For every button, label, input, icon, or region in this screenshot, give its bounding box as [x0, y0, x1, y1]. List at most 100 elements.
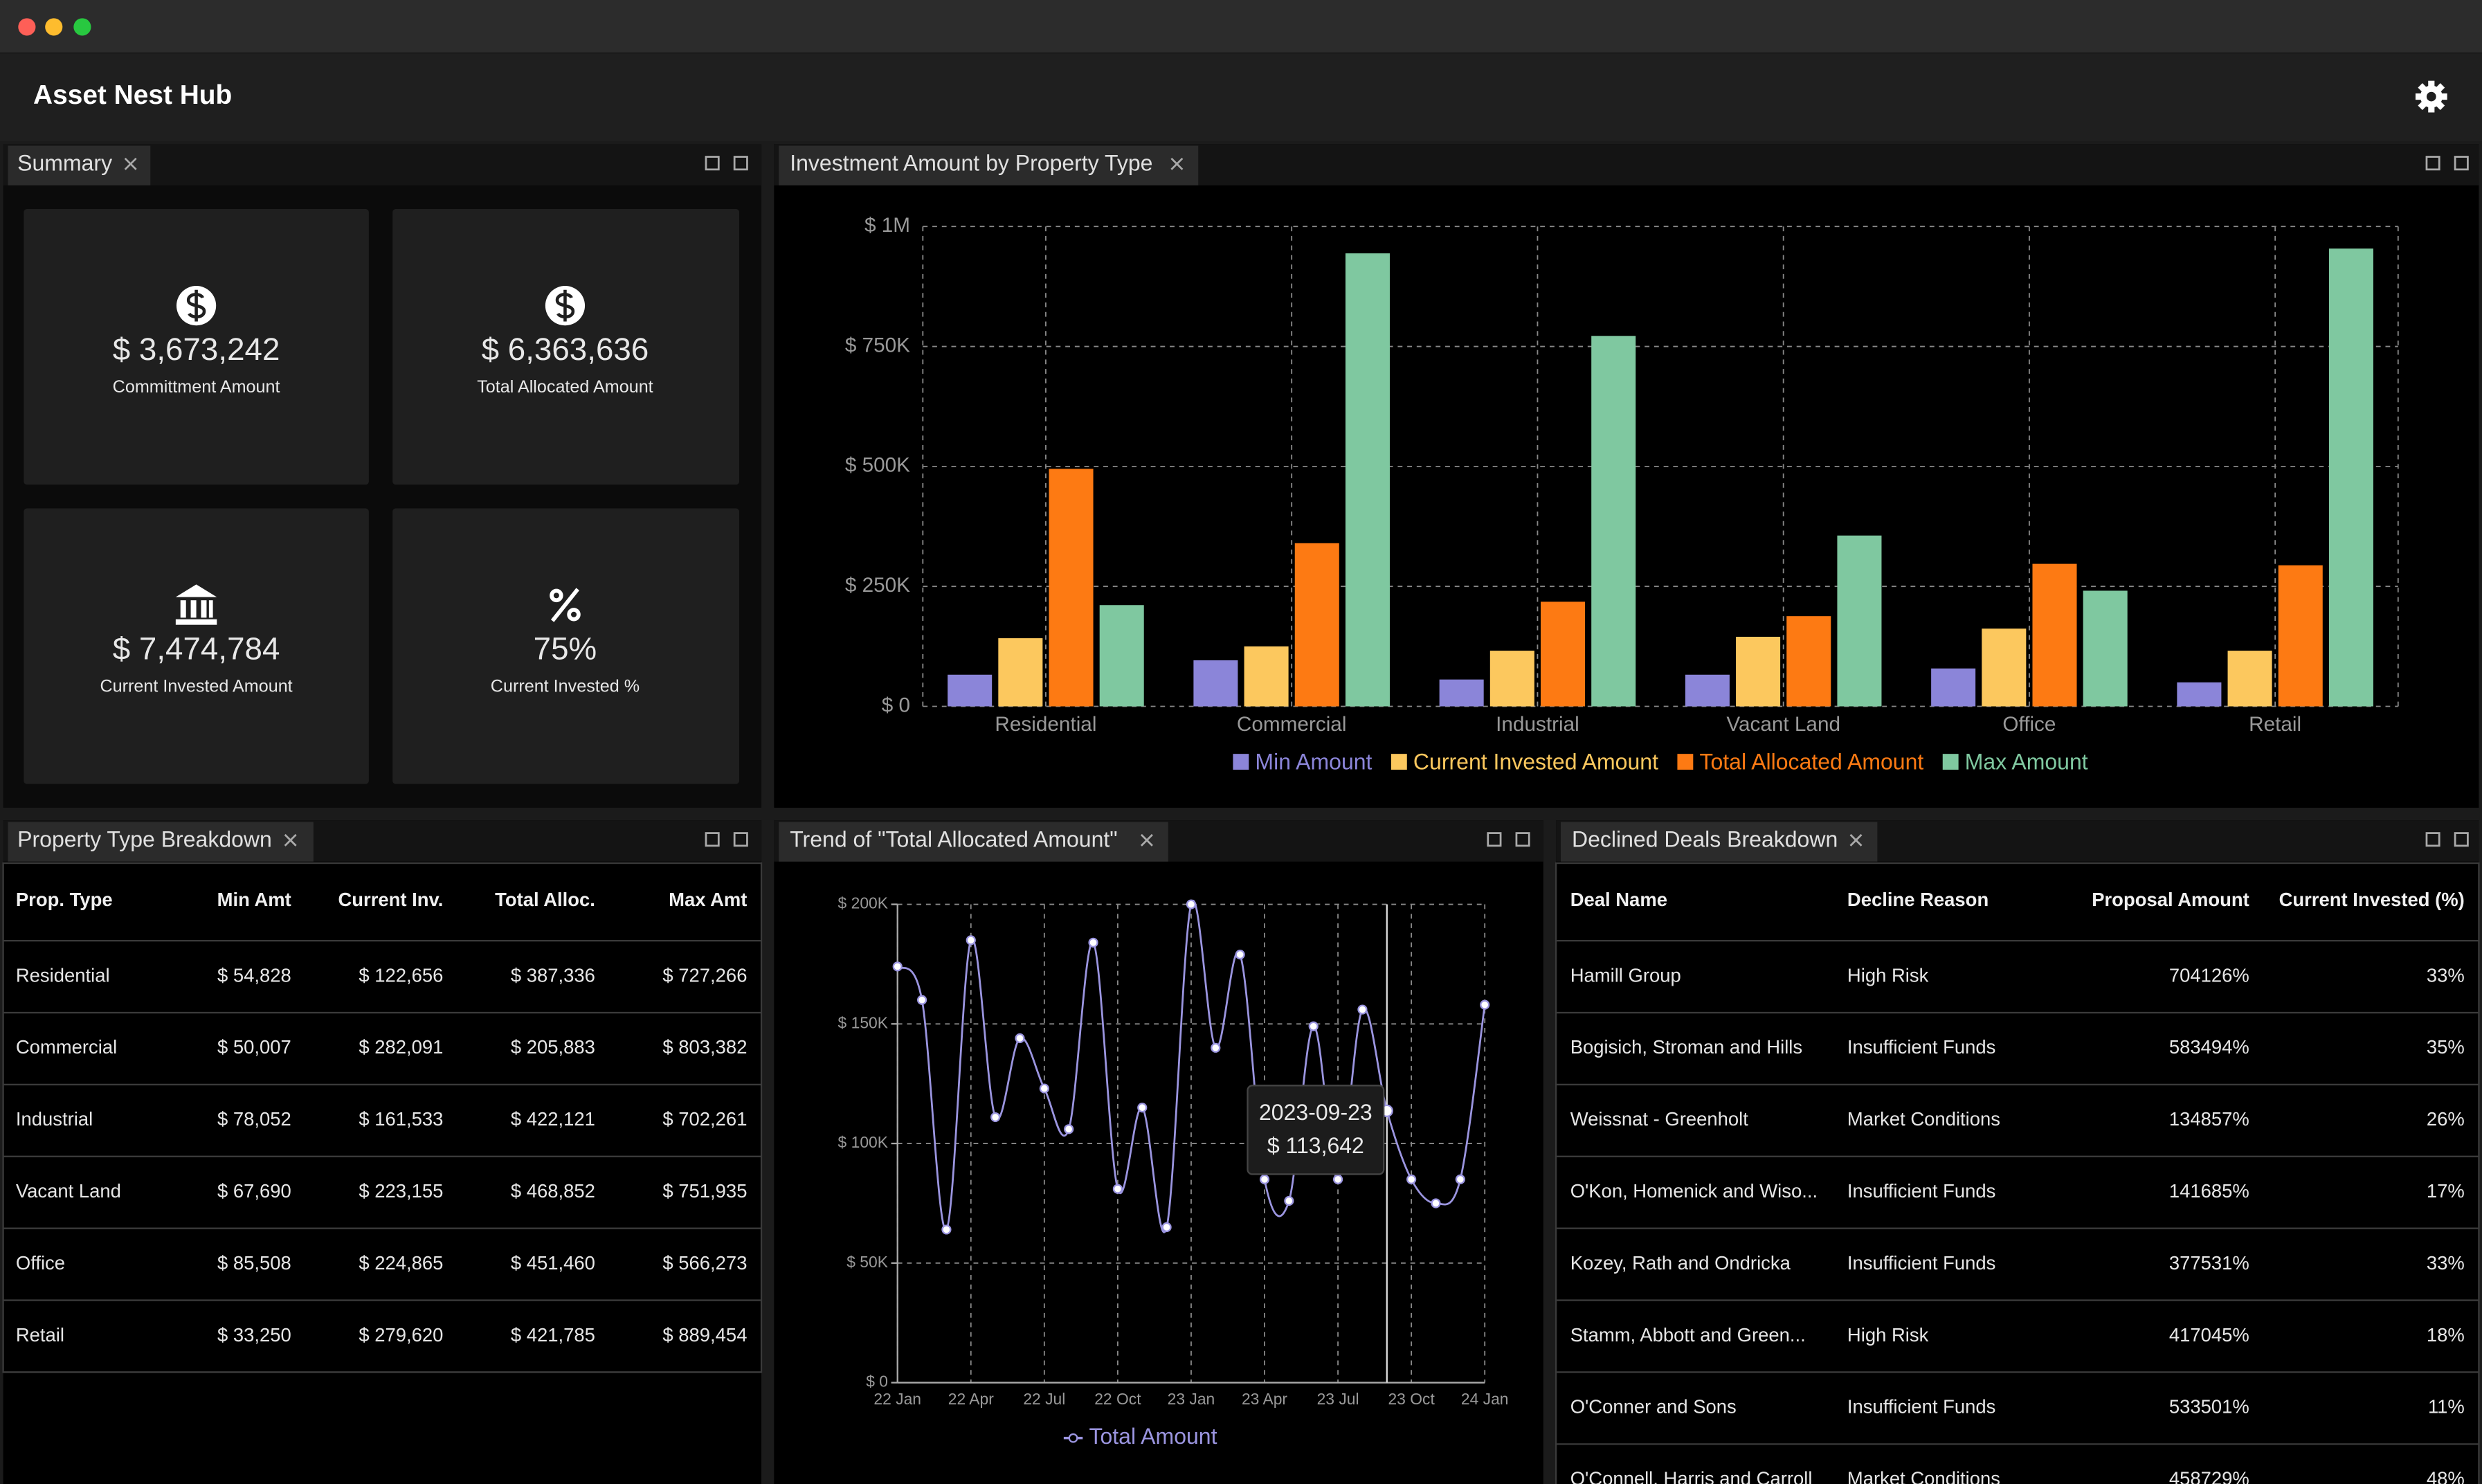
table-cell: 18% — [2427, 1324, 2465, 1346]
column-header: Max Amt — [669, 889, 747, 910]
data-point — [1015, 1033, 1025, 1044]
title-bar — [0, 0, 2482, 53]
table-cell: Market Conditions — [1847, 1108, 2000, 1130]
data-point — [966, 935, 976, 945]
table-cell: $ 451,460 — [511, 1252, 595, 1274]
summary-card — [392, 209, 740, 485]
property-panel — [3, 820, 762, 1484]
card-label: Committment Amount — [113, 377, 280, 397]
table-cell: $ 702,261 — [662, 1108, 747, 1130]
x-tick-label: 22 Oct — [1094, 1390, 1141, 1408]
minimize-dot[interactable] — [45, 18, 63, 36]
bar — [1439, 679, 1484, 707]
bar — [1591, 336, 1636, 707]
y-tick-label: $ 0 — [866, 1373, 888, 1391]
x-tick-label: 22 Apr — [948, 1390, 994, 1408]
dollar-icon — [176, 286, 217, 326]
table-cell: High Risk — [1847, 1324, 1929, 1346]
tooltip-date: 2023-09-23 — [1259, 1100, 1373, 1125]
column-header: Decline Reason — [1847, 889, 1989, 910]
table-cell: Vacant Land — [16, 1180, 121, 1202]
summary-card — [392, 508, 740, 784]
data-point — [1284, 1195, 1294, 1206]
column-header: Total Alloc. — [495, 889, 595, 910]
table-cell: $ 67,690 — [217, 1180, 291, 1202]
data-point — [1039, 1083, 1049, 1094]
table-cell: 35% — [2427, 1036, 2465, 1058]
table-cell: 458729% — [2169, 1468, 2249, 1484]
table-cell: $ 422,121 — [511, 1108, 595, 1130]
table-cell: $ 205,883 — [511, 1036, 595, 1058]
table-cell: $ 282,091 — [359, 1036, 443, 1058]
data-point — [1064, 1124, 1074, 1134]
table-frame — [2, 862, 763, 1373]
table-cell: Retail — [16, 1324, 64, 1346]
x-tick-label: 23 Oct — [1388, 1390, 1435, 1408]
y-tick-label: $ 750K — [845, 334, 910, 356]
summary-card — [24, 209, 369, 485]
x-tick-label: Office — [2002, 713, 2056, 736]
bar — [1982, 628, 2027, 707]
zoom-dot[interactable] — [73, 18, 91, 36]
table-cell: $ 54,828 — [217, 964, 291, 986]
table-cell: $ 803,382 — [662, 1036, 747, 1058]
bar — [1489, 651, 1534, 707]
column-header: Proposal Amount — [2092, 889, 2249, 910]
bar — [1049, 469, 1094, 707]
bar — [1294, 543, 1339, 707]
x-tick-label: Residential — [995, 713, 1096, 736]
card-label: Total Allocated Amount — [477, 377, 653, 397]
tab[interactable] — [8, 145, 151, 186]
table-cell: $ 421,785 — [511, 1324, 595, 1346]
tab-close-icons[interactable] — [124, 157, 1863, 847]
close-dot[interactable] — [18, 18, 36, 36]
table-cell: $ 223,155 — [359, 1180, 443, 1202]
panel-title: Declined Deals Breakdown — [1572, 826, 1838, 851]
bar — [1099, 605, 1144, 707]
table-frame — [1555, 862, 2480, 1484]
panel-title: Trend of "Total Allocated Amount" — [790, 826, 1117, 851]
table-cell: 33% — [2427, 1252, 2465, 1274]
table-cell: $ 727,266 — [662, 964, 747, 986]
legend-label: Total Amount — [1089, 1424, 1217, 1449]
card-label: Current Invested % — [491, 677, 640, 696]
y-tick-label: $ 50K — [846, 1253, 888, 1271]
tooltip-box — [1247, 1085, 1385, 1175]
tab[interactable] — [779, 145, 1199, 186]
data-point — [1259, 1174, 1270, 1184]
y-tick-label: $ 0 — [882, 694, 910, 716]
settings-icon[interactable] — [2415, 80, 2447, 113]
bar — [998, 638, 1043, 707]
card-value: $ 6,363,636 — [482, 332, 649, 367]
table-cell: $ 889,454 — [662, 1324, 747, 1346]
table-cell: $ 161,533 — [359, 1108, 443, 1130]
legend-label: Max Amount — [1965, 749, 2088, 774]
x-tick-label: 23 Jul — [1317, 1390, 1359, 1408]
bar — [1345, 253, 1390, 707]
table-cell: Commercial — [16, 1036, 117, 1058]
x-tick-label: 23 Jan — [1168, 1390, 1215, 1408]
data-point — [916, 995, 927, 1005]
summary-card — [24, 508, 369, 784]
legend-label: Min Amount — [1255, 749, 1372, 774]
table-cell: Insufficient Funds — [1847, 1252, 1995, 1274]
table-cell: 417045% — [2169, 1324, 2249, 1346]
legend-marker — [1068, 1433, 1078, 1443]
table-cell: 704126% — [2169, 964, 2249, 986]
panel-window-buttons[interactable] — [705, 156, 2469, 847]
tab[interactable] — [8, 822, 314, 862]
table-cell: 33% — [2427, 964, 2465, 986]
y-tick-label: $ 250K — [845, 574, 910, 597]
y-tick-label: $ 200K — [838, 894, 888, 912]
table-cell: $ 122,656 — [359, 964, 443, 986]
column-header: Min Amt — [217, 889, 291, 910]
tab[interactable] — [779, 822, 1168, 862]
table-cell: 134857% — [2169, 1108, 2249, 1130]
legend-label: Current Invested Amount — [1413, 749, 1658, 774]
data-point — [941, 1224, 952, 1235]
data-point — [892, 961, 903, 972]
tab[interactable] — [1560, 822, 1878, 862]
table-cell: $ 50,007 — [217, 1036, 291, 1058]
bank-icon — [175, 584, 217, 625]
